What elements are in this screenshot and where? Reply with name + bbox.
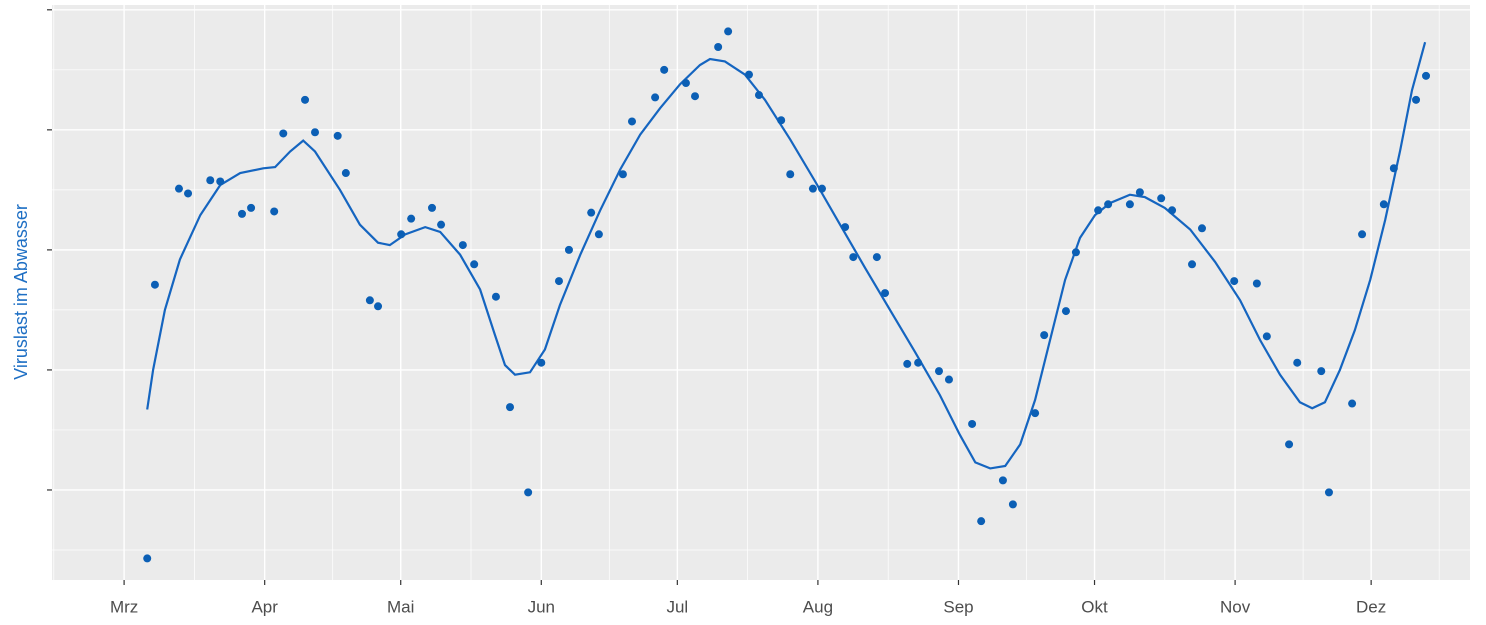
data-point: [977, 517, 986, 526]
x-tick-label: Sep: [943, 597, 973, 616]
data-point: [397, 230, 406, 239]
data-point: [1188, 260, 1197, 269]
data-point: [881, 289, 890, 298]
data-point: [1230, 277, 1239, 286]
data-point: [174, 184, 183, 193]
data-point: [944, 375, 953, 384]
data-point: [1252, 279, 1261, 288]
data-point: [470, 260, 479, 269]
data-point: [537, 358, 546, 367]
trend-line: [146, 41, 1427, 470]
data-point: [1104, 200, 1113, 209]
data-point: [1168, 206, 1177, 215]
data-point: [143, 554, 152, 563]
data-point: [554, 277, 563, 286]
x-tick-label: Dez: [1356, 597, 1386, 616]
x-tick-label: Aug: [803, 597, 833, 616]
data-point: [817, 184, 826, 193]
data-point: [1379, 200, 1388, 209]
data-point: [627, 117, 636, 126]
data-point: [341, 169, 350, 178]
x-tick-label: Jul: [666, 597, 688, 616]
data-point: [1061, 307, 1070, 316]
data-point: [184, 189, 193, 198]
y-axis-label: Viruslast im Abwasser: [11, 204, 31, 380]
data-point: [934, 367, 943, 376]
data-point: [714, 43, 723, 52]
data-point: [524, 488, 533, 497]
data-point: [681, 79, 690, 88]
data-point: [594, 230, 603, 239]
data-point: [1317, 367, 1326, 376]
data-point: [998, 476, 1007, 485]
data-point: [216, 177, 225, 186]
data-point: [1157, 194, 1166, 203]
data-point: [1197, 224, 1206, 233]
data-point: [872, 253, 881, 262]
data-point: [458, 241, 467, 250]
data-point: [849, 253, 858, 262]
data-point: [270, 207, 279, 216]
data-point: [1094, 206, 1103, 215]
data-point: [651, 93, 660, 102]
data-point: [301, 95, 310, 104]
data-point: [1008, 500, 1017, 509]
data-point: [1293, 358, 1302, 367]
data-point: [1358, 230, 1367, 239]
data-point: [247, 203, 256, 212]
data-point: [374, 302, 383, 311]
x-tick-label: Nov: [1220, 597, 1251, 616]
data-point: [777, 116, 786, 125]
data-point: [564, 245, 573, 254]
data-point: [1125, 200, 1134, 209]
data-point: [968, 419, 977, 428]
data-point: [150, 280, 159, 289]
data-point: [506, 403, 515, 412]
data-point: [587, 208, 596, 217]
data-point: [491, 292, 500, 301]
data-point: [808, 184, 817, 193]
data-point: [903, 359, 912, 368]
data-point: [660, 65, 669, 74]
x-tick-label: Jun: [528, 597, 555, 616]
data-point: [238, 209, 247, 218]
data-point: [333, 131, 342, 140]
data-point: [724, 27, 733, 36]
data-point: [744, 70, 753, 79]
data-point: [206, 176, 215, 185]
data-point: [365, 296, 374, 305]
data-point: [311, 128, 320, 137]
x-tick-label: Apr: [251, 597, 278, 616]
data-point: [1135, 188, 1144, 197]
data-point: [1348, 399, 1357, 408]
data-point: [1262, 332, 1271, 341]
data-point: [428, 203, 437, 212]
x-tick-label: Okt: [1081, 597, 1108, 616]
data-point: [1324, 488, 1333, 497]
x-tick-label: Mai: [387, 597, 414, 616]
data-point: [1285, 440, 1294, 449]
data-point: [279, 129, 288, 138]
data-point: [618, 170, 627, 179]
plot-background: [52, 5, 1470, 580]
data-point: [786, 170, 795, 179]
data-point: [754, 91, 763, 100]
data-point: [407, 214, 416, 223]
data-point: [914, 358, 923, 367]
data-point: [437, 220, 446, 229]
data-point: [1422, 71, 1431, 80]
data-point: [691, 92, 700, 101]
data-point: [1071, 248, 1080, 257]
data-point: [1412, 95, 1421, 104]
data-point: [1040, 331, 1049, 340]
data-point: [1031, 409, 1040, 418]
x-tick-label: Mrz: [110, 597, 138, 616]
data-point: [841, 223, 850, 232]
data-point: [1389, 164, 1398, 173]
